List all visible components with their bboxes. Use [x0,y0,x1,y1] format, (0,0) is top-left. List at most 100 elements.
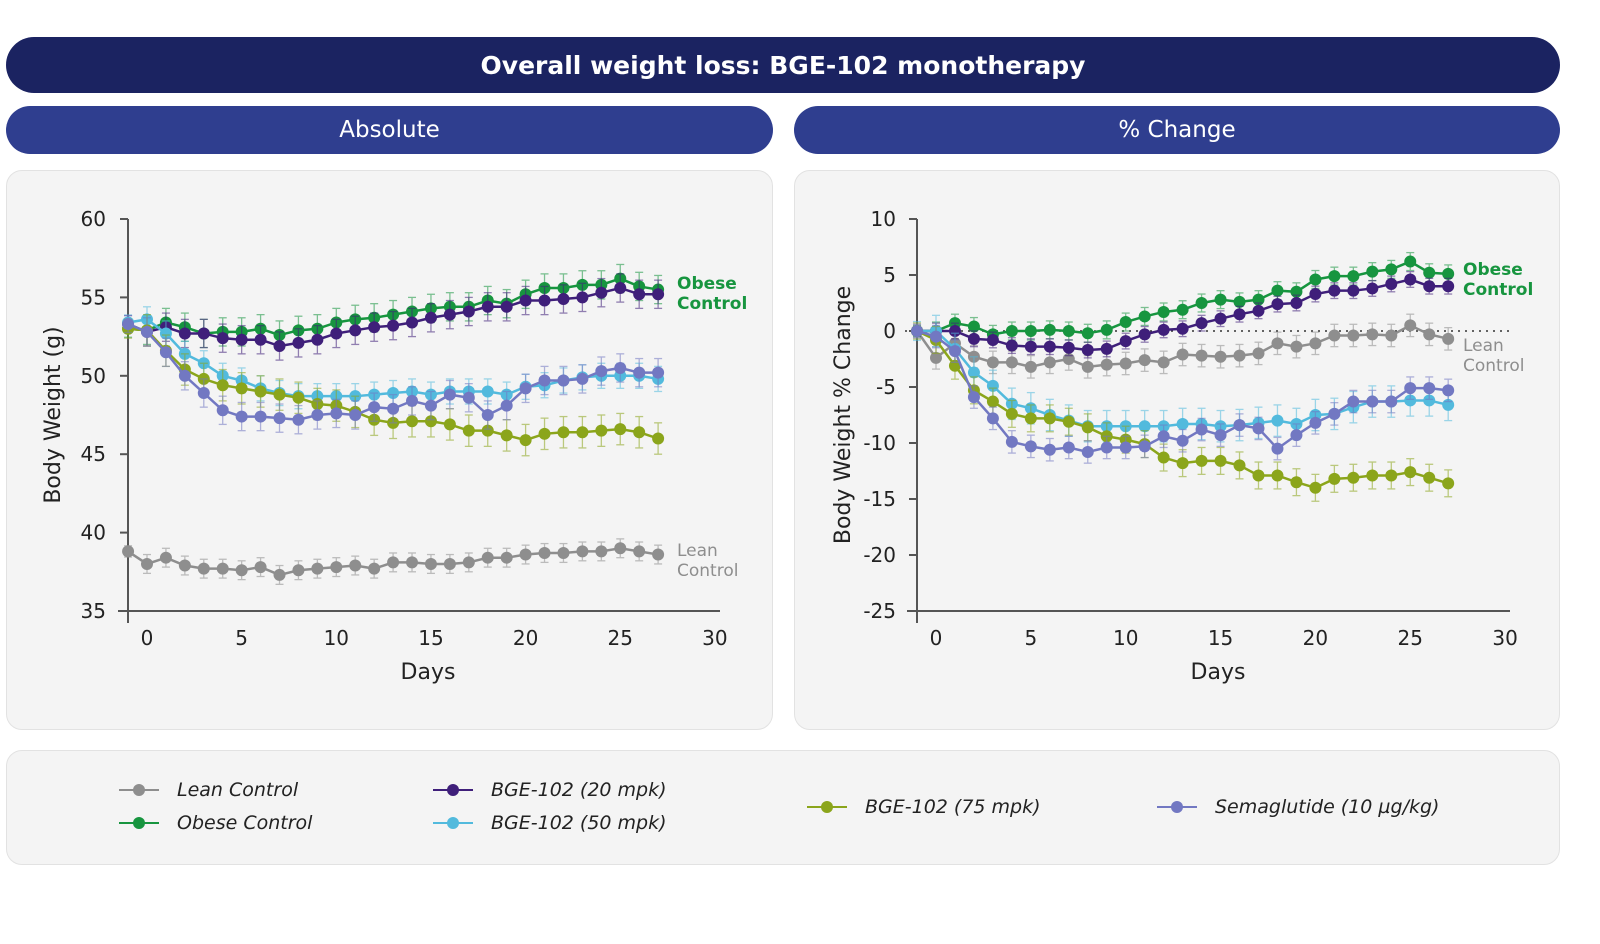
data-point [1328,472,1341,485]
data-point [1195,454,1208,467]
legend-item-semaglutide: Semaglutide (10 µg/kg) [1157,796,1439,818]
data-point [1309,337,1322,350]
data-point [1005,339,1018,352]
data-point [614,423,627,436]
data-point [1100,323,1113,336]
data-point [216,332,229,345]
legend-marker-icon [807,800,847,814]
figure-title: Overall weight loss: BGE-102 monotherapy [480,50,1086,80]
data-point [1290,429,1303,442]
data-point [500,429,513,442]
data-point [1328,329,1341,342]
data-point [254,561,267,574]
data-point [986,412,999,425]
data-point [1271,337,1284,350]
data-point [1024,360,1037,373]
legend-label: BGE-102 (75 mpk) [865,796,1041,818]
data-point [1347,270,1360,283]
data-point [948,345,961,358]
data-point [967,320,980,333]
data-point [273,568,286,581]
annotation-line: Control [677,294,747,314]
data-point [1442,267,1455,280]
data-point [1347,395,1360,408]
data-point [292,391,305,404]
x-tick-label: 25 [1398,626,1423,650]
data-point [557,292,570,305]
data-point [519,434,532,447]
data-point [576,545,589,558]
data-point [1252,422,1265,435]
data-point [1442,477,1455,490]
data-point [273,388,286,401]
data-point [311,409,324,421]
y-tick-label: 5 [883,263,896,287]
data-point [349,559,362,572]
data-point [1423,394,1436,407]
data-point [216,404,229,417]
x-tick-label: 25 [608,626,633,650]
data-point [1290,297,1303,309]
data-point [1214,312,1227,325]
data-point [368,401,381,414]
data-point [1271,442,1284,455]
data-point [1366,395,1379,408]
x-tick-label: 15 [418,626,443,650]
data-point [1233,459,1246,472]
data-point [1138,310,1151,323]
data-point [406,415,419,428]
data-point [1233,295,1246,308]
data-point [443,418,456,431]
data-point [1309,416,1322,429]
absolute-header-label: Absolute [339,117,440,143]
data-point [633,545,646,558]
data-point [159,346,172,359]
data-point [141,557,153,570]
data-point [1100,441,1113,454]
data-point [576,426,589,439]
y-tick-label: 40 [81,521,106,545]
data-point [1081,421,1094,434]
data-point [986,333,999,346]
data-point [481,385,494,398]
x-tick-label: 10 [1113,626,1138,650]
data-point [1043,340,1056,353]
data-point [1157,356,1170,369]
data-point [1062,441,1075,454]
data-point [311,333,324,346]
data-point [538,374,551,387]
absolute-chart: 35 40 45 50 55 60 0 5 10 15 20 25 30 Days Body Weight … [41,207,747,685]
data-point [424,557,437,570]
data-point [1100,342,1113,355]
figure-title-banner: Overall weight loss: BGE-102 monotherapy [6,37,1560,93]
annotation-line: Lean [677,541,718,561]
data-point [1195,423,1208,436]
data-point [1024,440,1037,453]
data-point [1233,308,1246,321]
data-point [1309,288,1322,301]
data-point [1328,407,1341,420]
y-tick-label: -5 [876,375,896,399]
data-point [311,562,324,575]
data-point [1252,304,1265,317]
data-point [986,395,999,408]
data-point [330,407,343,420]
data-point [1081,344,1094,357]
data-point [443,308,456,321]
data-point [273,340,286,353]
data-point [1043,323,1056,336]
data-point [1252,469,1265,482]
absolute-chart-panel [6,170,773,730]
data-point [1005,407,1018,420]
data-point [1252,347,1265,360]
data-point [1385,277,1398,290]
data-point [1233,419,1246,432]
data-point [1176,303,1189,316]
data-point [652,366,665,379]
legend-item-obese-control: Obese Control [119,812,312,834]
data-point [1423,328,1436,341]
annotation-line: Lean [1463,336,1504,356]
data-point [500,399,513,412]
data-point [652,548,665,561]
